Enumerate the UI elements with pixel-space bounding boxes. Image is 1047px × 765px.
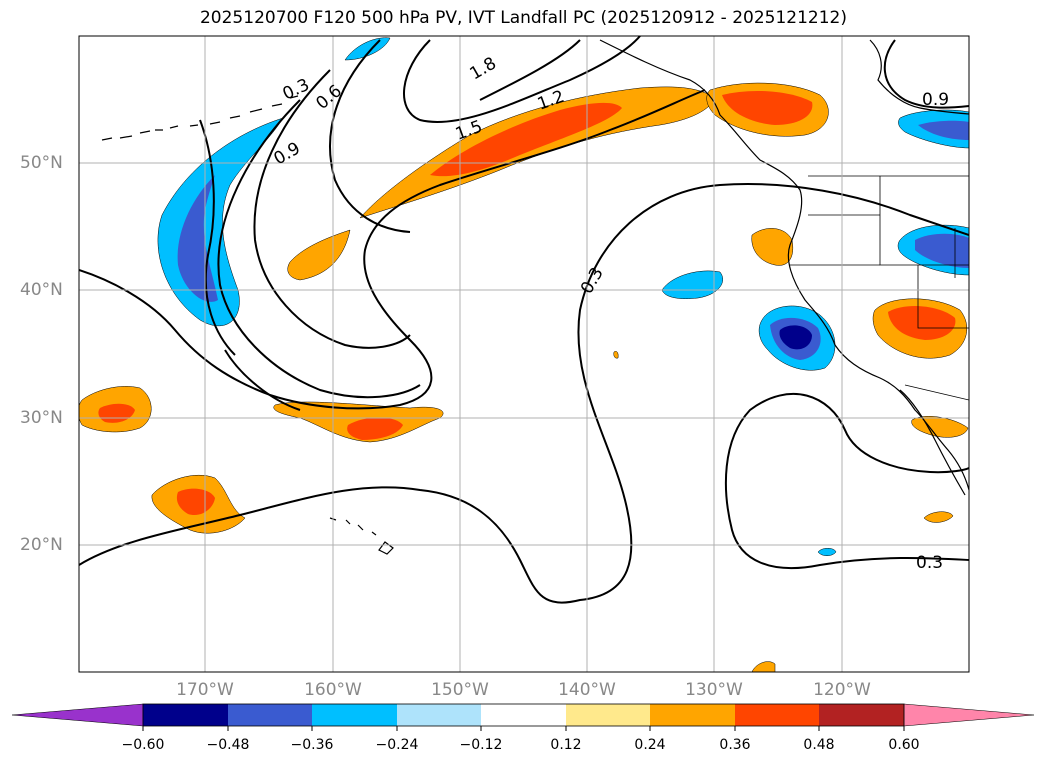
- colorbar-tick-label: −0.24: [375, 737, 419, 753]
- pos-region-bottom: [751, 661, 776, 672]
- neg-region-ca-strong: [779, 325, 812, 350]
- lat-label-30n: 30°N: [20, 408, 63, 428]
- state-borders: [790, 175, 969, 401]
- colorbar-tick-label: 0.60: [888, 737, 920, 753]
- colorbar-segment: [397, 704, 481, 726]
- map-frame: [78, 35, 970, 673]
- lon-label-140w: 140°W: [558, 680, 616, 700]
- pos-region-ne-mid: [722, 90, 813, 125]
- colorbar-segment: [143, 704, 228, 726]
- colorbar-tick-label: 0.24: [634, 737, 666, 753]
- lat-label-20n: 20°N: [20, 535, 63, 555]
- pv-contours: [79, 36, 969, 604]
- colorbar-tick-label: −0.12: [459, 737, 503, 753]
- colorbar-segment: [312, 704, 397, 726]
- graticule: [79, 36, 969, 672]
- colorbar: [11, 703, 1035, 731]
- shaded-field: [79, 37, 969, 672]
- neg-region-mid-small: [661, 270, 723, 299]
- lon-label-120w: 120°W: [813, 680, 871, 700]
- colorbar-segment: [566, 704, 650, 726]
- colorbar-tick-label: −0.60: [121, 737, 165, 753]
- colorbar-segment: [650, 704, 735, 726]
- contour-label: 0.9: [922, 90, 949, 110]
- lon-label-170w: 170°W: [176, 680, 234, 700]
- lon-label-160w: 160°W: [304, 680, 362, 700]
- colorbar-segment: [228, 704, 312, 726]
- pos-region-south-mid: [347, 417, 403, 440]
- lon-label-130w: 130°W: [685, 680, 743, 700]
- colorbar-extend-low: [11, 703, 144, 727]
- pos-region-interior-mid: [888, 306, 956, 340]
- colorbar-tick-label: 0.48: [803, 737, 835, 753]
- pos-region-coast-weak: [751, 228, 793, 266]
- colorbar-segment: [819, 704, 904, 726]
- neg-region-west-mid: [177, 175, 218, 302]
- lon-label-150w: 150°W: [431, 680, 489, 700]
- colorbar-tick-label: 0.36: [719, 737, 751, 753]
- map-title: 2025120700 F120 500 hPa PV, IVT Landfall…: [199, 8, 847, 28]
- neg-region-tiny: [817, 548, 837, 556]
- pos-region-south-small: [923, 511, 954, 523]
- contour-label: 0.3: [916, 553, 943, 573]
- neg-region-interior-mid: [915, 233, 969, 268]
- colorbar-segment: [735, 704, 819, 726]
- colorbar-outline: [142, 703, 905, 727]
- colorbar-tick-label: 0.12: [550, 737, 582, 753]
- coastlines: [101, 39, 969, 555]
- colorbar-tick-label: −0.36: [290, 737, 334, 753]
- pos-region-tiny: [613, 351, 619, 359]
- colorbar-segment: [481, 704, 566, 726]
- colorbar-extend-high: [903, 703, 1035, 727]
- lat-label-50n: 50°N: [20, 153, 63, 173]
- pos-region-small-west: [287, 229, 351, 281]
- pos-region-jet-mid: [430, 102, 622, 177]
- neg-region-ne-right-mid: [918, 120, 969, 140]
- lat-label-40n: 40°N: [20, 280, 63, 300]
- colorbar-tick-label: −0.48: [206, 737, 250, 753]
- neg-region-north: [344, 37, 391, 61]
